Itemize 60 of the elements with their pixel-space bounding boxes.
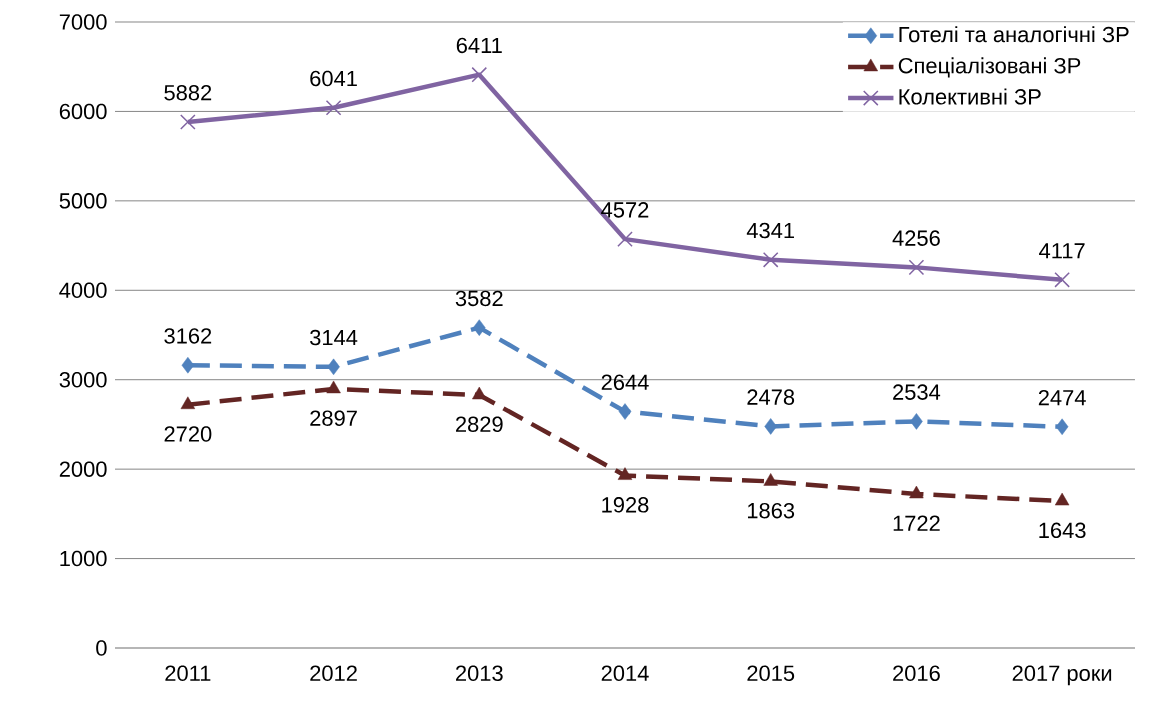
y-tick-label: 6000 — [59, 103, 107, 120]
data-label: 3582 — [455, 290, 503, 307]
x-tick-label: 2012 — [310, 665, 357, 682]
point — [910, 413, 923, 430]
point — [764, 418, 777, 435]
point — [325, 99, 342, 116]
data-label: 2474 — [1038, 389, 1086, 406]
x-tick-label: 2017 роки — [1012, 665, 1112, 686]
legend-label: Готелі та аналогічні ЗР — [899, 26, 1129, 43]
data-label: 6041 — [310, 70, 357, 87]
data-label: 2644 — [601, 374, 649, 391]
data-label: 1643 — [1039, 522, 1086, 539]
data-label: 2534 — [893, 384, 941, 400]
data-label: 4341 — [746, 222, 794, 239]
data-label: 5882 — [164, 84, 212, 101]
data-label: 2720 — [164, 426, 212, 442]
data-label: 6411 — [456, 37, 502, 54]
point — [180, 114, 196, 130]
data-label: 1928 — [602, 497, 649, 513]
point — [181, 356, 195, 374]
point — [618, 403, 632, 420]
data-label: 4572 — [601, 202, 649, 218]
legend-label: Колективні ЗР — [899, 88, 1041, 105]
point — [1055, 418, 1069, 435]
point — [180, 396, 196, 409]
data-label: 2897 — [310, 410, 357, 426]
y-tick-label: 7000 — [59, 14, 107, 30]
data-label: 3144 — [310, 329, 358, 346]
y-tick-label: 5000 — [59, 193, 107, 209]
data-label: 1863 — [747, 502, 795, 519]
point — [762, 251, 779, 268]
y-tick-label: 1000 — [60, 550, 107, 567]
data-label: 2829 — [456, 416, 503, 433]
legend-label: Спеціалізовані ЗР — [898, 57, 1081, 78]
point — [763, 473, 778, 486]
point — [908, 259, 925, 276]
x-tick-label: 2013 — [456, 665, 503, 682]
point — [909, 485, 924, 499]
data-label: 4256 — [892, 230, 940, 246]
point — [617, 231, 633, 247]
x-tick-label: 2016 — [893, 665, 940, 682]
y-tick-label: 4000 — [59, 282, 107, 299]
data-label: 4117 — [1039, 243, 1085, 259]
point — [472, 386, 487, 400]
point — [1054, 492, 1070, 506]
point — [326, 380, 341, 394]
point — [617, 467, 633, 480]
x-tick-label: 2015 — [747, 665, 795, 682]
y-tick-label: 3000 — [59, 371, 107, 388]
point — [1054, 272, 1070, 288]
point — [327, 358, 340, 376]
y-tick-label: 2000 — [59, 461, 107, 477]
data-label: 1722 — [893, 515, 940, 531]
x-tick-label: 2011 — [165, 665, 211, 682]
y-tick-label: 0 — [96, 640, 107, 656]
point — [473, 319, 486, 336]
point — [471, 66, 488, 83]
data-label: 3162 — [164, 328, 212, 344]
data-label: 2478 — [747, 389, 795, 405]
x-tick-label: 2014 — [601, 665, 649, 682]
